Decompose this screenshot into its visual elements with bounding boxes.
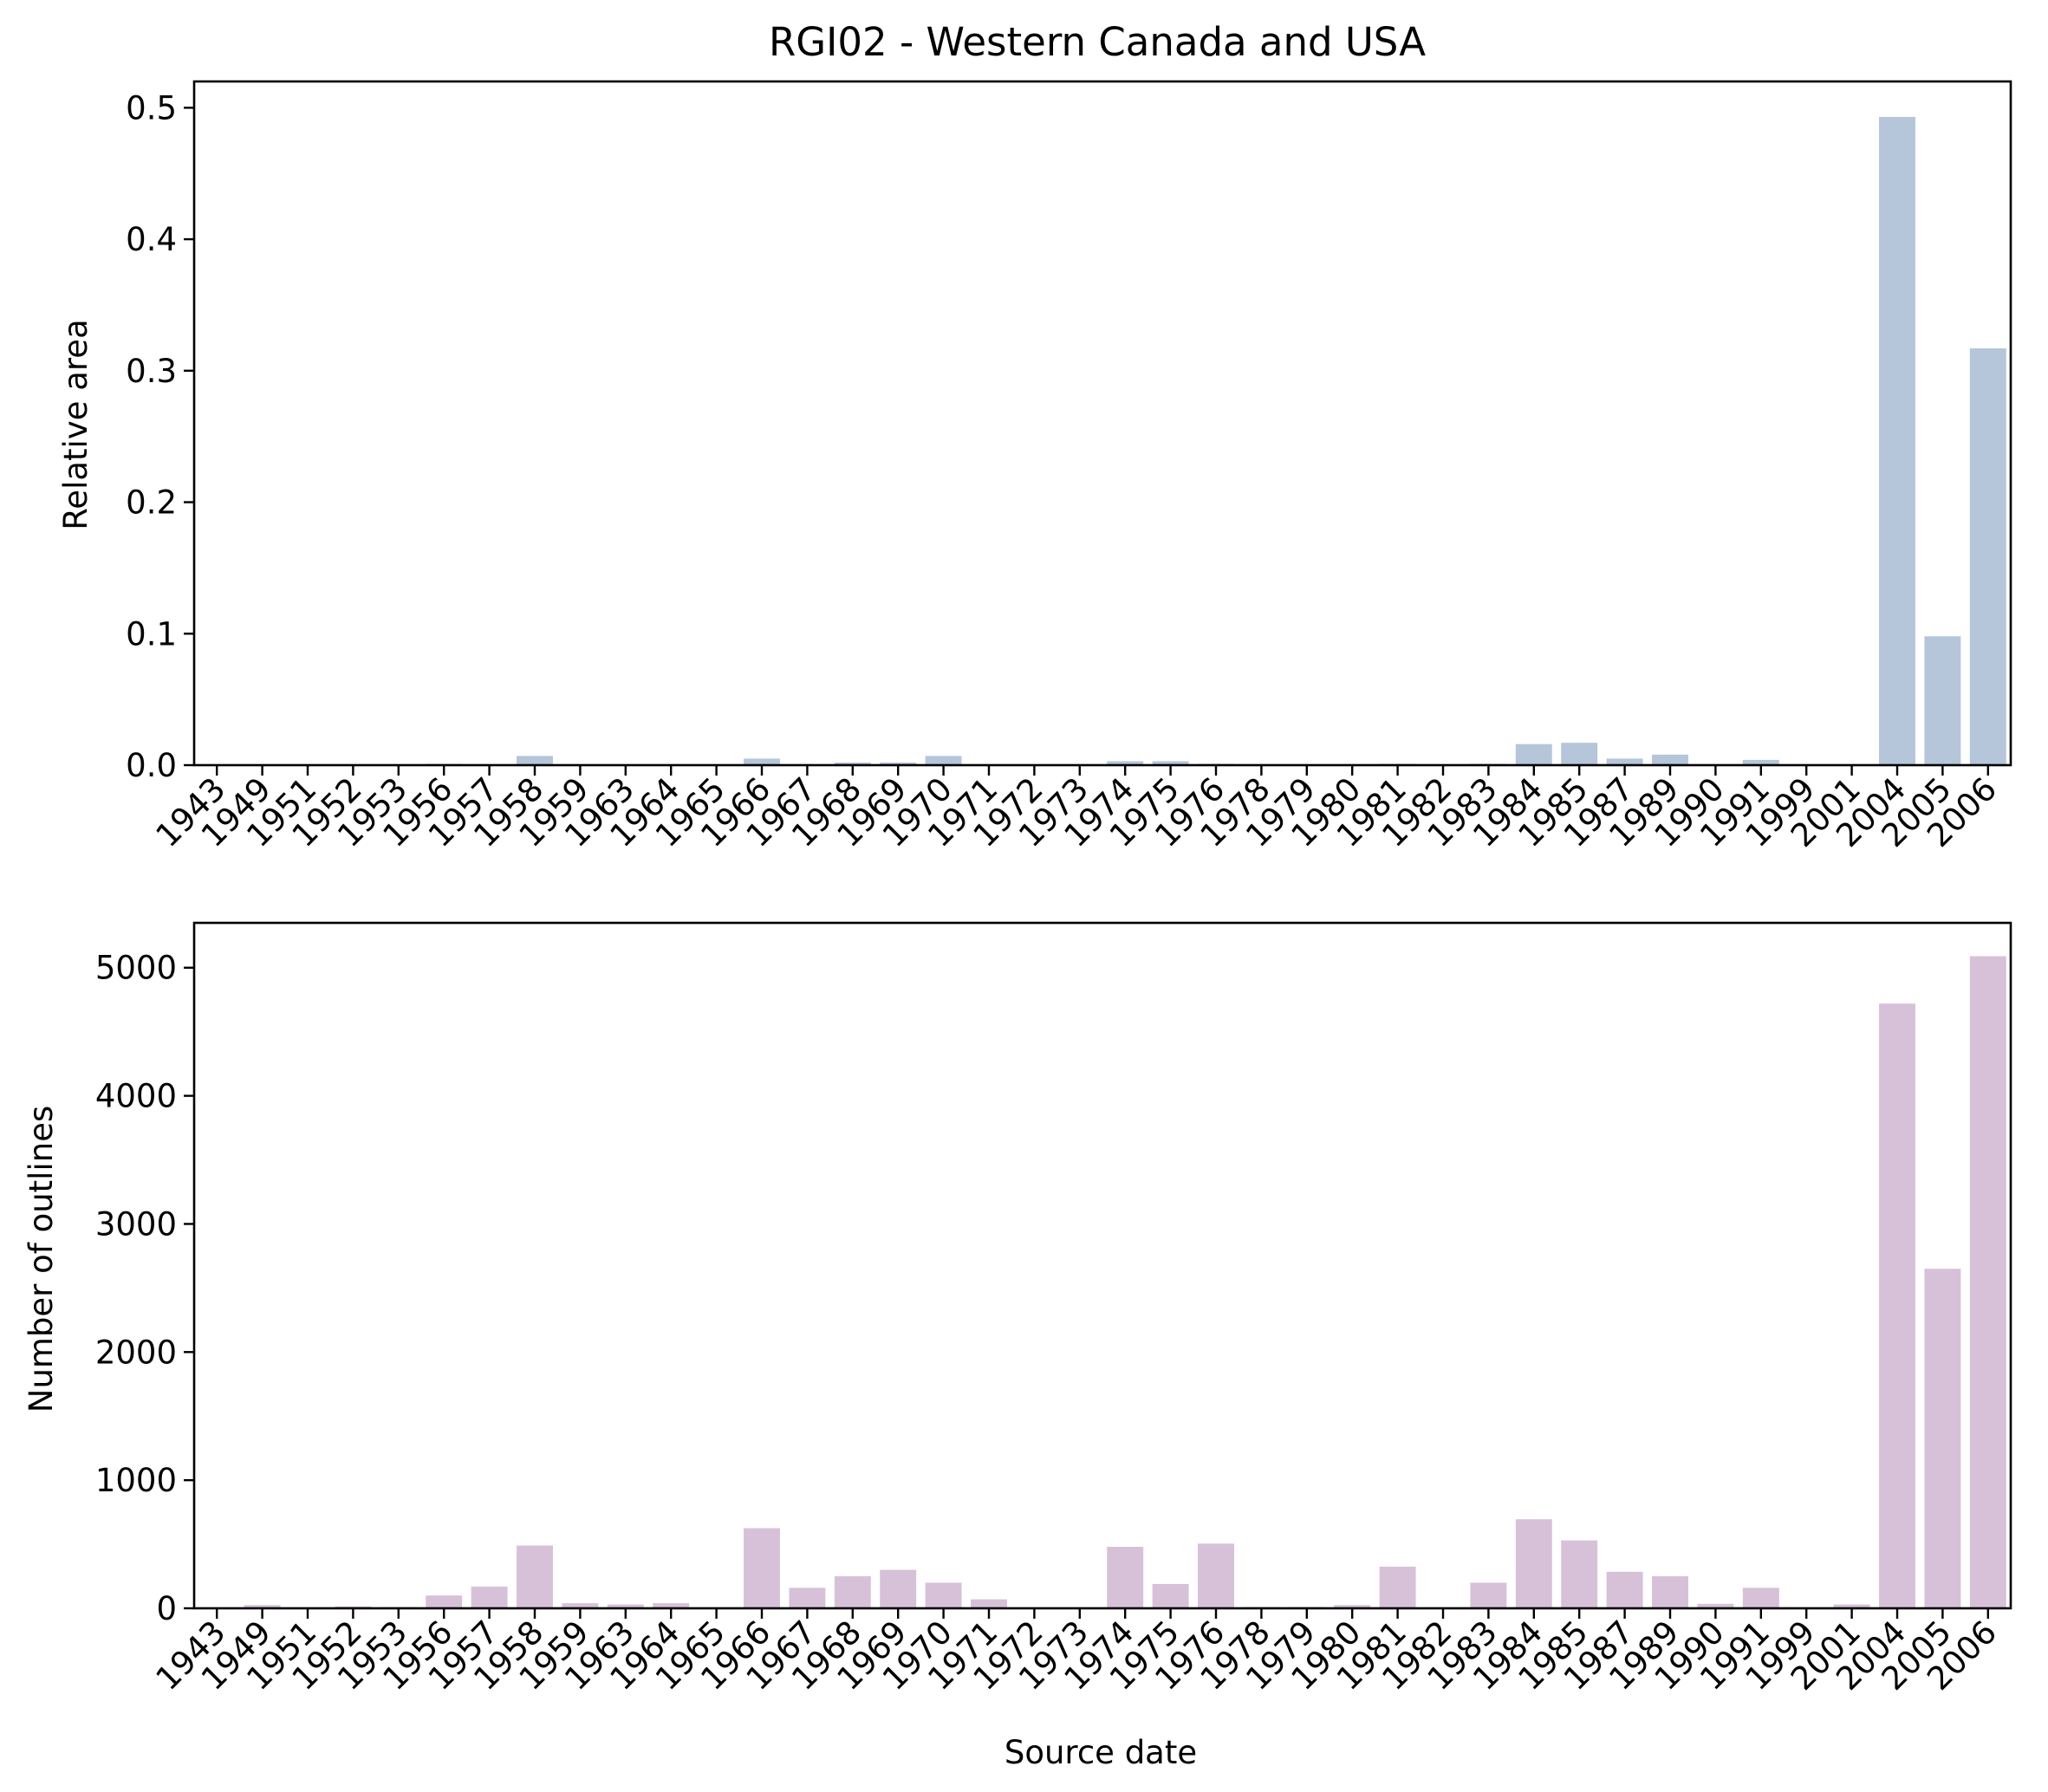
bar-1969 [880,762,917,765]
bar-1963 [607,1604,644,1608]
bar-1966 [744,758,780,765]
bar-1966 [744,1528,780,1608]
plot-frame [192,921,2012,1610]
bar-1969 [880,1569,917,1608]
bar-1958 [517,756,553,765]
y-tick-label: 5000 [95,950,177,987]
bar-2001 [1833,1604,1870,1608]
bar-2006 [1969,348,2006,765]
bar-1958 [517,1545,553,1608]
bar-1989 [1652,754,1688,765]
bar-2004 [1879,116,1915,766]
bar-1974 [1107,761,1144,765]
bar-1967 [789,1587,826,1608]
bar-series [426,116,2006,766]
bar-1971 [971,1599,1007,1608]
y-tick-label: 3000 [95,1205,177,1243]
bar-1980 [1334,1605,1371,1608]
y-tick-label: 0.5 [126,89,177,127]
y-tick-label: 0.2 [126,484,177,522]
y-tick-label: 0 [156,1590,177,1627]
y-tick-label: 2000 [95,1334,177,1371]
y-tick-label: 1000 [95,1462,177,1499]
bar-1959 [562,1603,599,1608]
bar-1989 [1652,1576,1688,1608]
x-axis-label: Source date [1004,1734,1197,1771]
bar-1985 [1561,743,1598,765]
bar-1968 [834,1576,871,1608]
bar-1984 [1515,1519,1552,1608]
bar-1970 [925,756,962,765]
bar-1990 [1697,1603,1734,1608]
y-axis: 0.0 0.1 0.2 0.3 0.4 0.5 [126,89,194,784]
y-tick-label: 0.4 [126,221,177,258]
bar-1983 [1470,1582,1507,1608]
y-axis-label: Number of outlines [23,1106,60,1412]
y-tick-label: 0.3 [126,353,177,390]
bar-2005 [1924,1269,1961,1608]
bar-1987 [1606,758,1643,765]
y-tick-label: 0.1 [126,615,177,653]
bar-1968 [834,762,871,765]
bar-1976 [1198,1543,1234,1608]
plot-frame [192,80,2012,767]
bar-1964 [653,1603,690,1608]
bar-1991 [1742,1587,1779,1608]
chart-title: RGI02 - Western Canada and USA [769,19,1426,65]
bar-2005 [1924,636,1961,765]
bar-1970 [925,1582,962,1608]
bar-2006 [1969,956,2006,1608]
bar-2004 [1879,1003,1915,1608]
bar-1957 [471,1586,508,1608]
bar-1985 [1561,1540,1598,1608]
bar-1984 [1515,743,1552,765]
bar-1981 [1379,1566,1416,1608]
bar-1975 [1152,1583,1189,1608]
bar-1991 [1742,759,1779,765]
bar-1956 [426,1595,463,1608]
bar-1975 [1152,761,1189,765]
y-axis: 0 1000 2000 3000 4000 5000 [95,950,194,1627]
y-axis-label: Relative area [57,319,94,529]
bar-1949 [244,1605,281,1608]
y-tick-label: 4000 [95,1078,177,1115]
bar-1987 [1606,1571,1643,1608]
y-tick-label: 0.0 [126,747,177,784]
bar-1974 [1107,1547,1144,1608]
